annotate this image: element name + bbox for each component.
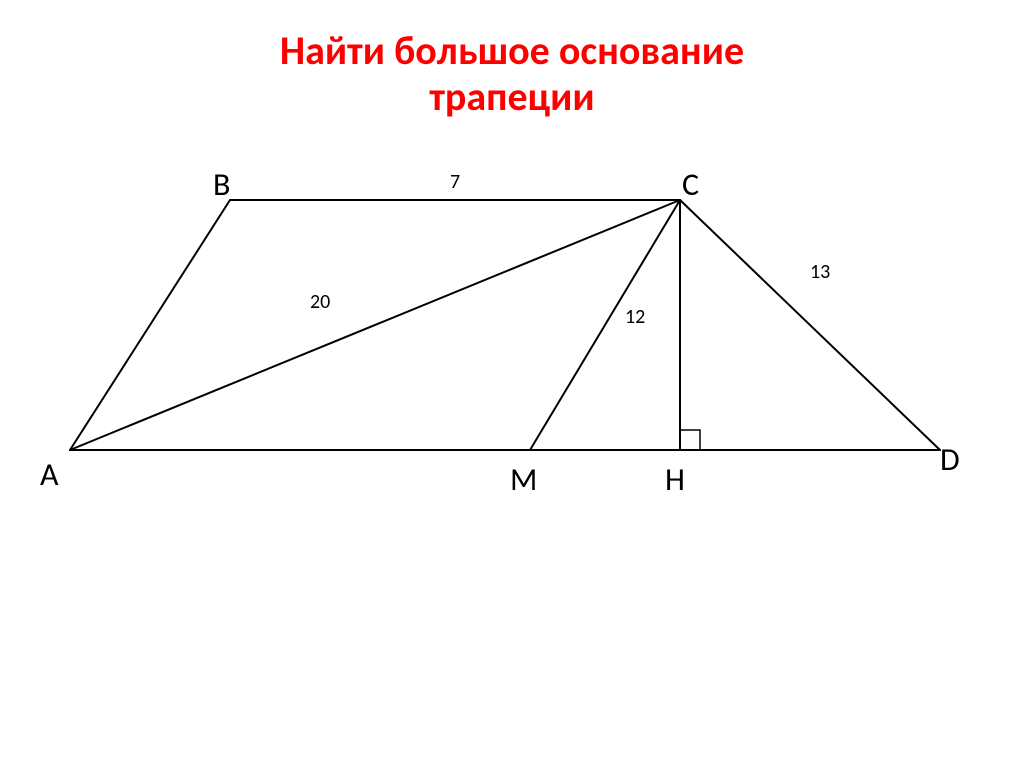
edge-label-CH: 12 [625, 305, 645, 329]
vertex-label-H: H [665, 460, 685, 499]
vertex-label-B: B [213, 165, 230, 204]
geometry-diagram: A B C D M H 7 20 12 13 [0, 160, 1024, 560]
vertex-label-M: M [510, 460, 537, 499]
problem-title: Найти большое основание трапеции [0, 0, 1024, 120]
edge-label-CD: 13 [810, 260, 830, 284]
vertex-label-D: D [940, 440, 960, 479]
title-line-1: Найти большое основание [0, 28, 1024, 74]
vertex-label-C: C [682, 165, 699, 204]
vertex-label-A: A [40, 455, 59, 494]
title-line-2: трапеции [0, 74, 1024, 120]
edge-label-BC: 7 [450, 170, 460, 194]
edge-label-AC: 20 [310, 290, 330, 314]
diagram-svg [0, 160, 1024, 560]
